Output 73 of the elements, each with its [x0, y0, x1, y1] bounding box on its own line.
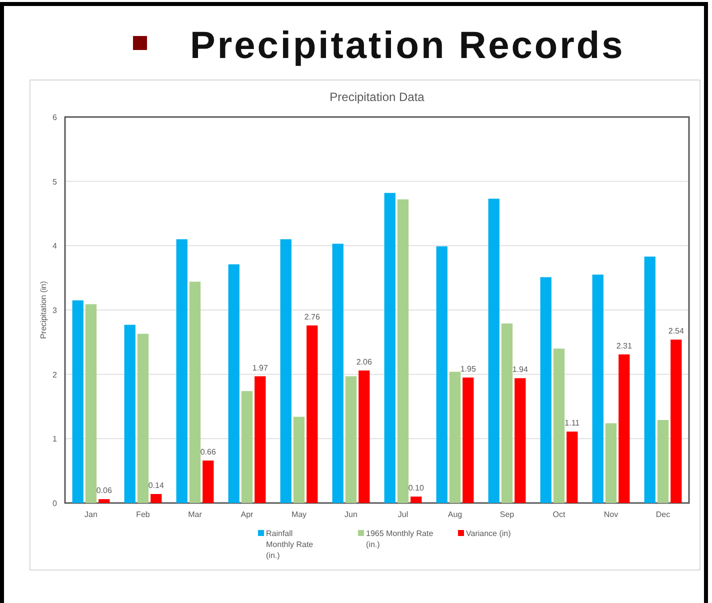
- data-label: 0.14: [148, 480, 164, 490]
- bar: [553, 348, 565, 503]
- y-tick-label: 4: [52, 242, 58, 251]
- y-tick-label: 1: [52, 434, 58, 444]
- data-label: 1.95: [460, 364, 476, 374]
- bar: [358, 370, 370, 503]
- bar: [293, 416, 305, 503]
- bar: [241, 391, 253, 503]
- x-tick-label: Nov: [604, 510, 618, 519]
- data-label: 1.97: [252, 363, 268, 372]
- bar: [254, 376, 266, 503]
- x-tick-label: Jun: [344, 510, 358, 519]
- data-label: 1.94: [512, 365, 528, 374]
- y-tick-label: 0: [52, 499, 58, 508]
- legend-label: Rainfall Monthly Rate (in.): [266, 529, 314, 560]
- data-label: 1.11: [564, 418, 580, 428]
- bar: [189, 282, 201, 503]
- bar: [501, 324, 513, 503]
- y-tick-label: 3: [52, 306, 58, 315]
- x-tick-label: Mar: [188, 510, 202, 519]
- x-tick-label: Jan: [84, 510, 98, 519]
- bar: [306, 325, 318, 503]
- bar: [592, 274, 604, 503]
- legend-label: Variance (in): [466, 529, 512, 538]
- bar: [124, 324, 136, 503]
- data-label: 2.06: [356, 357, 372, 366]
- bar: [137, 334, 149, 503]
- bar: [332, 244, 344, 503]
- bar: [72, 300, 84, 503]
- bar: [670, 340, 682, 503]
- bar: [98, 499, 110, 503]
- data-label: 2.54: [668, 326, 684, 336]
- bar: [514, 378, 526, 503]
- bar: [462, 378, 474, 503]
- data-label: 0.10: [408, 484, 424, 493]
- bar: [540, 277, 552, 503]
- x-tick-label: Oct: [552, 510, 566, 519]
- y-tick-label: 2: [52, 370, 58, 380]
- legend-label: 1965 Monthly Rate (in.): [366, 529, 434, 549]
- data-label: 2.31: [616, 341, 632, 350]
- y-tick-label: 6: [52, 113, 58, 122]
- bar: [202, 460, 214, 503]
- x-tick-label: Jul: [398, 510, 408, 519]
- bar: [228, 264, 240, 503]
- y-axis-title: Precipitation (in): [39, 280, 48, 339]
- bar: [345, 376, 357, 503]
- bar: [410, 496, 422, 503]
- chart-title: Precipitation Records: [190, 25, 625, 67]
- bar: [605, 423, 617, 503]
- bar: [618, 354, 630, 503]
- x-tick-label: Dec: [656, 510, 670, 519]
- x-tick-label: Sep: [500, 510, 515, 519]
- y-tick-label: 5: [52, 177, 58, 186]
- bar: [280, 239, 292, 503]
- bar: [150, 494, 162, 503]
- x-tick-label: Feb: [136, 510, 150, 519]
- bar: [436, 246, 448, 503]
- bar: [176, 239, 188, 503]
- data-label: 2.76: [304, 312, 320, 322]
- bar: [85, 304, 97, 503]
- bar: [566, 432, 578, 503]
- bar: [657, 420, 669, 503]
- x-tick-label: Apr: [240, 510, 254, 519]
- bar: [384, 192, 396, 503]
- bar: [488, 198, 500, 503]
- x-tick-label: Aug: [448, 510, 462, 519]
- chart-subtitle: Precipitation Data: [330, 90, 425, 104]
- bar: [397, 199, 409, 503]
- data-label: 0.66: [200, 448, 216, 457]
- bar: [449, 372, 461, 503]
- bar: [644, 256, 656, 503]
- data-label: 0.06: [96, 486, 112, 496]
- x-tick-label: May: [291, 510, 307, 519]
